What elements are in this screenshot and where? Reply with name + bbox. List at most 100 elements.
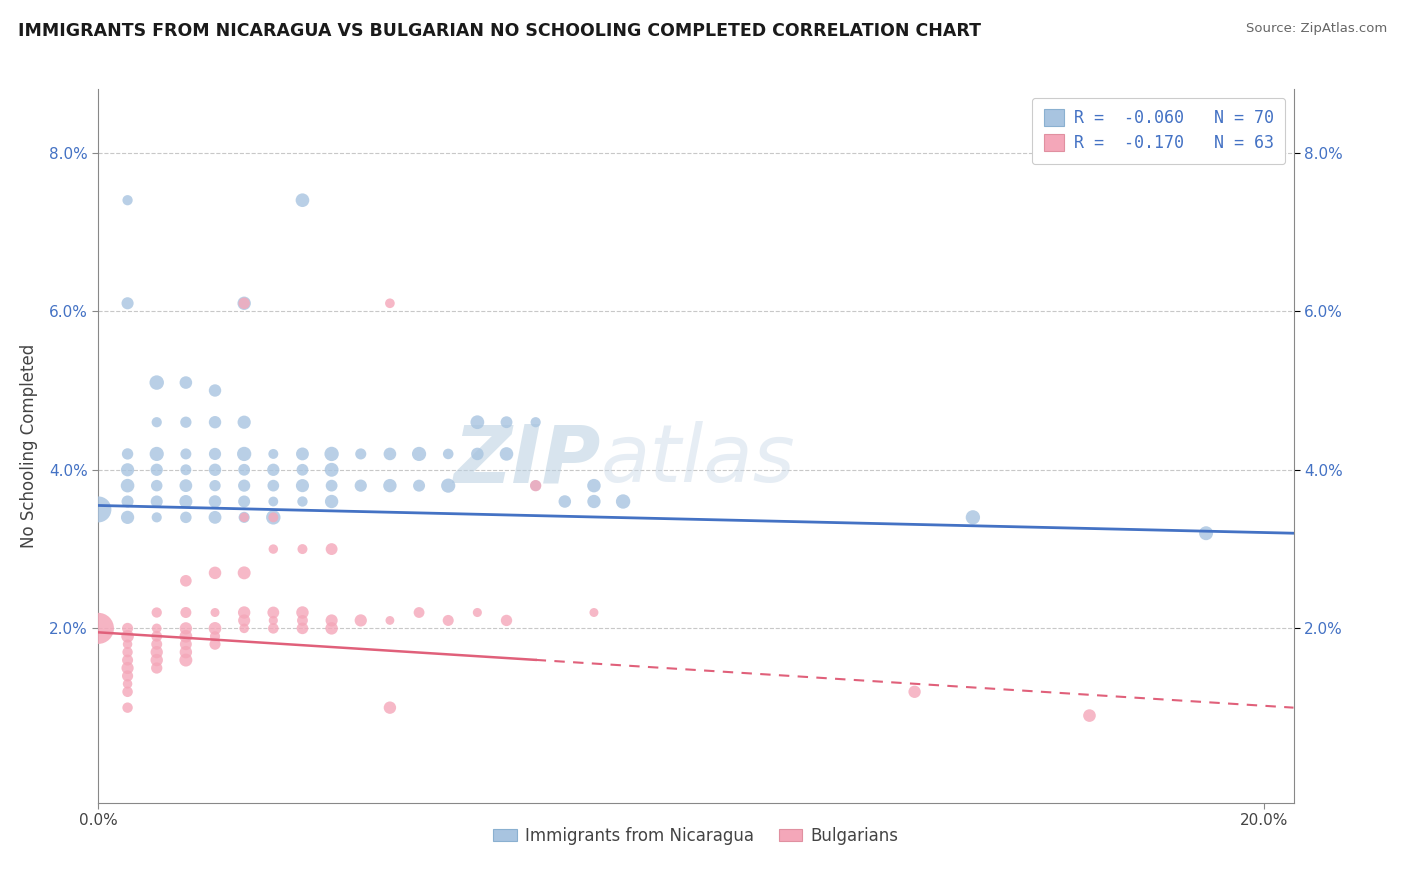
Point <box>174 645 197 659</box>
Point <box>495 614 517 628</box>
Point <box>117 645 139 659</box>
Point <box>291 193 314 207</box>
Point <box>233 296 256 310</box>
Point <box>350 614 373 628</box>
Point <box>145 376 167 390</box>
Point <box>321 621 343 635</box>
Point <box>145 478 167 492</box>
Text: Source: ZipAtlas.com: Source: ZipAtlas.com <box>1247 22 1388 36</box>
Point <box>262 542 284 557</box>
Point <box>262 510 284 524</box>
Point <box>291 621 314 635</box>
Point <box>117 494 139 508</box>
Point <box>350 447 373 461</box>
Point <box>467 447 489 461</box>
Point <box>233 621 256 635</box>
Point <box>291 614 314 628</box>
Point <box>262 447 284 461</box>
Point <box>262 463 284 477</box>
Legend: Immigrants from Nicaragua, Bulgarians: Immigrants from Nicaragua, Bulgarians <box>486 821 905 852</box>
Point <box>262 510 284 524</box>
Point <box>262 606 284 620</box>
Point <box>321 447 343 461</box>
Point <box>291 606 314 620</box>
Point <box>1195 526 1218 541</box>
Point <box>524 478 547 492</box>
Point <box>408 447 430 461</box>
Point <box>117 447 139 461</box>
Point <box>495 415 517 429</box>
Point <box>467 415 489 429</box>
Point <box>378 614 401 628</box>
Point <box>204 510 226 524</box>
Point <box>291 542 314 557</box>
Point <box>321 478 343 492</box>
Point <box>117 661 139 675</box>
Point <box>233 510 256 524</box>
Point <box>204 566 226 580</box>
Point <box>204 637 226 651</box>
Point <box>233 415 256 429</box>
Point <box>174 510 197 524</box>
Point <box>233 614 256 628</box>
Point <box>582 478 605 492</box>
Point <box>117 669 139 683</box>
Point <box>145 653 167 667</box>
Text: IMMIGRANTS FROM NICARAGUA VS BULGARIAN NO SCHOOLING COMPLETED CORRELATION CHART: IMMIGRANTS FROM NICARAGUA VS BULGARIAN N… <box>18 22 981 40</box>
Point <box>233 478 256 492</box>
Point <box>378 296 401 310</box>
Point <box>174 621 197 635</box>
Point <box>233 494 256 508</box>
Text: ZIP: ZIP <box>453 421 600 500</box>
Point <box>117 653 139 667</box>
Point <box>233 463 256 477</box>
Point <box>117 463 139 477</box>
Point <box>378 700 401 714</box>
Point <box>233 447 256 461</box>
Point <box>321 542 343 557</box>
Point <box>291 447 314 461</box>
Point <box>524 415 547 429</box>
Point <box>233 606 256 620</box>
Point <box>467 606 489 620</box>
Point <box>495 447 517 461</box>
Point <box>204 447 226 461</box>
Point <box>204 463 226 477</box>
Point <box>204 629 226 643</box>
Point <box>321 494 343 508</box>
Point <box>117 629 139 643</box>
Point <box>204 494 226 508</box>
Point <box>117 637 139 651</box>
Point <box>174 653 197 667</box>
Point <box>145 494 167 508</box>
Point <box>117 296 139 310</box>
Point <box>582 494 605 508</box>
Point <box>145 606 167 620</box>
Point <box>145 637 167 651</box>
Point <box>145 661 167 675</box>
Point <box>378 478 401 492</box>
Point <box>524 478 547 492</box>
Point <box>174 415 197 429</box>
Point <box>117 510 139 524</box>
Point <box>204 384 226 398</box>
Point <box>117 478 139 492</box>
Point <box>87 621 110 635</box>
Point <box>117 677 139 691</box>
Point <box>321 463 343 477</box>
Point <box>437 447 460 461</box>
Point <box>174 447 197 461</box>
Point <box>145 463 167 477</box>
Point <box>437 614 460 628</box>
Point <box>117 621 139 635</box>
Point <box>145 415 167 429</box>
Point <box>1078 708 1101 723</box>
Point <box>174 606 197 620</box>
Point <box>262 478 284 492</box>
Point <box>262 494 284 508</box>
Point <box>204 415 226 429</box>
Point <box>145 510 167 524</box>
Point <box>612 494 634 508</box>
Point <box>174 463 197 477</box>
Point <box>321 614 343 628</box>
